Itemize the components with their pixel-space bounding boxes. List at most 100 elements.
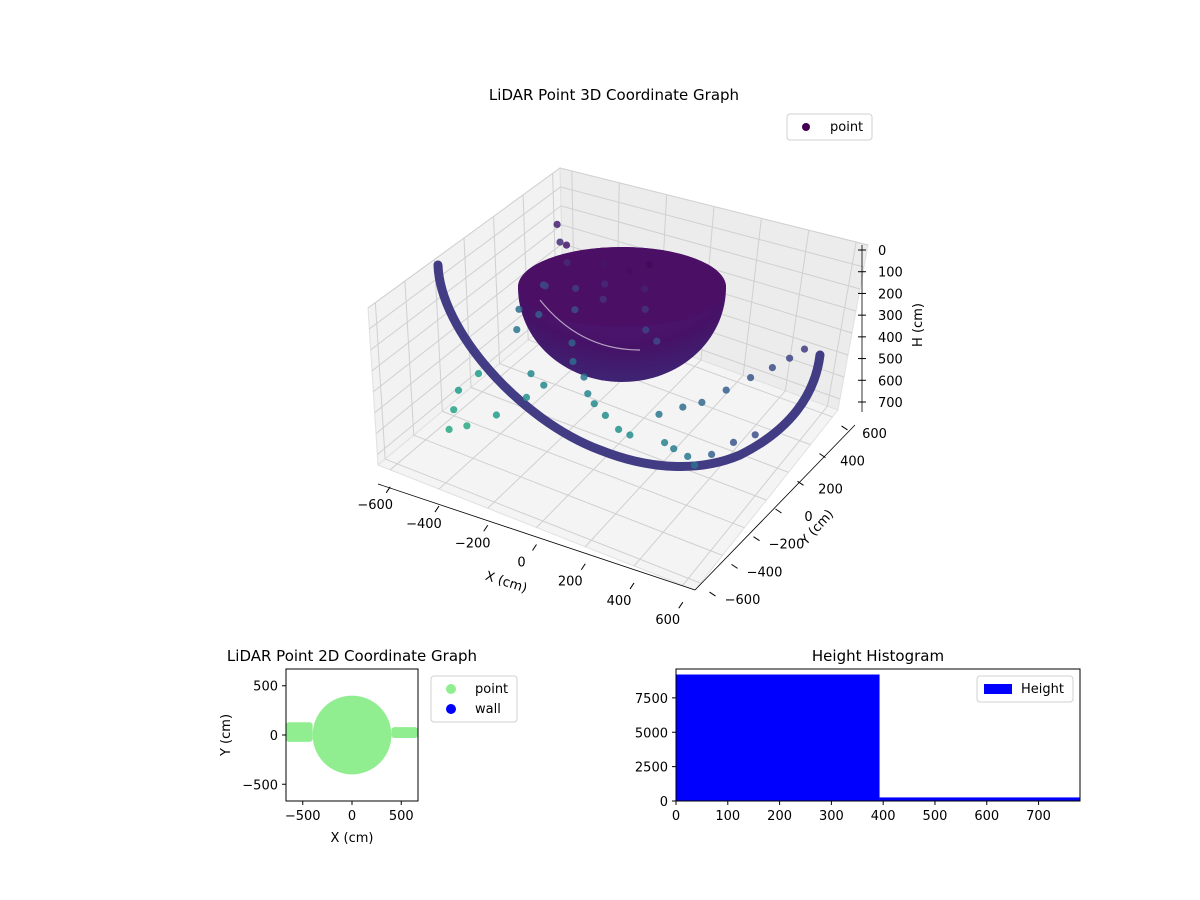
x-tick-label-2d: 500 (389, 809, 414, 824)
legend-2d-label-point: point (475, 682, 508, 697)
x-tick-label-3d: −600 (357, 498, 393, 513)
legend-2d-marker-wall (446, 704, 456, 714)
grid-line-z (370, 205, 861, 351)
y-tick-label-2d: 500 (253, 680, 278, 695)
scatter-point-3d (454, 386, 463, 394)
scatter-point-3d (751, 431, 759, 439)
x-tick-3d (385, 486, 391, 494)
y-tick-label-2d: 0 (270, 729, 278, 744)
histogram-bar (676, 674, 880, 801)
scatter-point-3d (541, 282, 549, 290)
scatter-point-3d (642, 326, 650, 334)
chart-3d: LiDAR Point 3D Coordinate Graph −600 −400… (357, 86, 926, 628)
y-tick-label-3d: 400 (840, 455, 865, 470)
x-tick-label-3d: 400 (607, 594, 632, 609)
scatter-point-3d (580, 373, 588, 381)
grid-line-x (682, 241, 857, 586)
y-tick-label-2d: −500 (242, 778, 278, 793)
x-tick-3d (678, 601, 684, 609)
scatter-point-3d (474, 370, 483, 378)
x-tick-3d (580, 563, 586, 571)
grid-line-y (522, 194, 811, 446)
grid-line-x (633, 230, 810, 567)
scatter-point-3d (729, 438, 738, 446)
scatter-point-3d (600, 260, 608, 268)
scatter-point-3d (562, 241, 571, 249)
grid-line-y (493, 216, 789, 473)
scatter-point-3d (569, 357, 577, 366)
grid-3d (367, 167, 869, 586)
grid-line-x (536, 206, 715, 528)
y-tick-label-3d: −400 (747, 565, 783, 580)
x-tick-3d (532, 544, 537, 551)
y-tick-label-3d: −200 (769, 538, 805, 553)
grid-line-y (433, 259, 745, 529)
legend-3d-label: point (830, 120, 863, 135)
scatter-point-3d (670, 445, 678, 453)
grid-line-x (584, 218, 762, 548)
grid-line-z (369, 186, 865, 330)
grid-line-y (404, 281, 723, 556)
z-tick-label-3d: 300 (878, 309, 903, 324)
y-tick-label-3d: 600 (862, 427, 887, 442)
histogram-x-tick-label: 600 (974, 809, 999, 824)
x-tick-label-3d: 600 (655, 613, 680, 628)
x-tick-3d (629, 582, 635, 590)
grid-line-z (371, 224, 857, 372)
scatter-point-3d (655, 410, 663, 418)
x-tick-label-2d: −500 (285, 809, 321, 824)
histogram-x-tick-label: 200 (767, 809, 792, 824)
scatter-point-3d (645, 261, 653, 269)
scatter-point-3d (527, 370, 535, 378)
y-tick-3d (797, 480, 804, 486)
scatter-point-3d (684, 452, 692, 460)
legend-histogram-swatch (984, 684, 1012, 694)
x-tick-label-3d: 200 (558, 575, 583, 590)
z-tick-label-3d: 200 (878, 287, 903, 302)
scatter-point-3d (568, 339, 576, 347)
scatter-point-3d (661, 439, 669, 447)
y-axis-line (694, 424, 856, 591)
x-axis-line (377, 483, 696, 591)
y-ticks-3d: −600 −400 −200 0 200 400 600 (709, 425, 887, 608)
hemisphere-rim (518, 247, 726, 327)
z-tick-label-3d: 700 (878, 396, 903, 411)
scatter-point-3d (641, 285, 649, 293)
chart-2d-title: LiDAR Point 2D Coordinate Graph (227, 647, 477, 665)
histogram-y-tick-label: 2500 (635, 761, 668, 776)
legend-histogram-label: Height (1021, 682, 1064, 697)
histogram-x-tick-label: 400 (871, 809, 896, 824)
histogram-x-tick-label: 300 (819, 809, 844, 824)
x-tick-label-3d: −400 (406, 517, 442, 532)
scatter-point-3d (653, 337, 661, 345)
point-band-2d (286, 722, 313, 742)
histogram-bars (676, 674, 1080, 801)
scatter-point-3d (641, 305, 649, 313)
scatter-point-3d (747, 374, 755, 382)
hemisphere-highlight (539, 299, 641, 351)
legend-2d-label-wall: wall (475, 702, 501, 717)
scatter-point-3d (492, 411, 500, 419)
scatter-point-3d (535, 310, 543, 319)
scatter-point-3d (556, 238, 564, 246)
histogram-x-tick-label: 500 (923, 809, 948, 824)
scatter-point-3d (599, 295, 607, 303)
scatter-point-3d (691, 461, 699, 469)
histogram-bar (879, 797, 1080, 801)
histogram-frame (675, 668, 1081, 802)
x-tick-label-2d: 0 (348, 809, 356, 824)
z-tick-label-3d: 0 (878, 244, 886, 259)
x-axis-label-3d: X (cm) (483, 569, 529, 597)
y-tick-label-3d: 0 (804, 510, 812, 525)
grid-line-z (367, 167, 869, 309)
scatter-point-3d (450, 406, 458, 414)
x-axis-label-2d: X (cm) (331, 831, 374, 846)
legend-histogram-frame (976, 675, 1074, 703)
y-axis-label-2d: Y (cm) (219, 714, 234, 757)
y-tick-3d (775, 508, 782, 514)
x-tick-3d (434, 505, 440, 513)
z-axis-label-3d: H (cm) (911, 303, 926, 347)
chart-histogram: Height Histogram 0 100 200 300 400 500 600 7000… (635, 647, 1081, 824)
scatter-point-3d (800, 345, 809, 353)
scatter-point-3d (572, 284, 580, 292)
